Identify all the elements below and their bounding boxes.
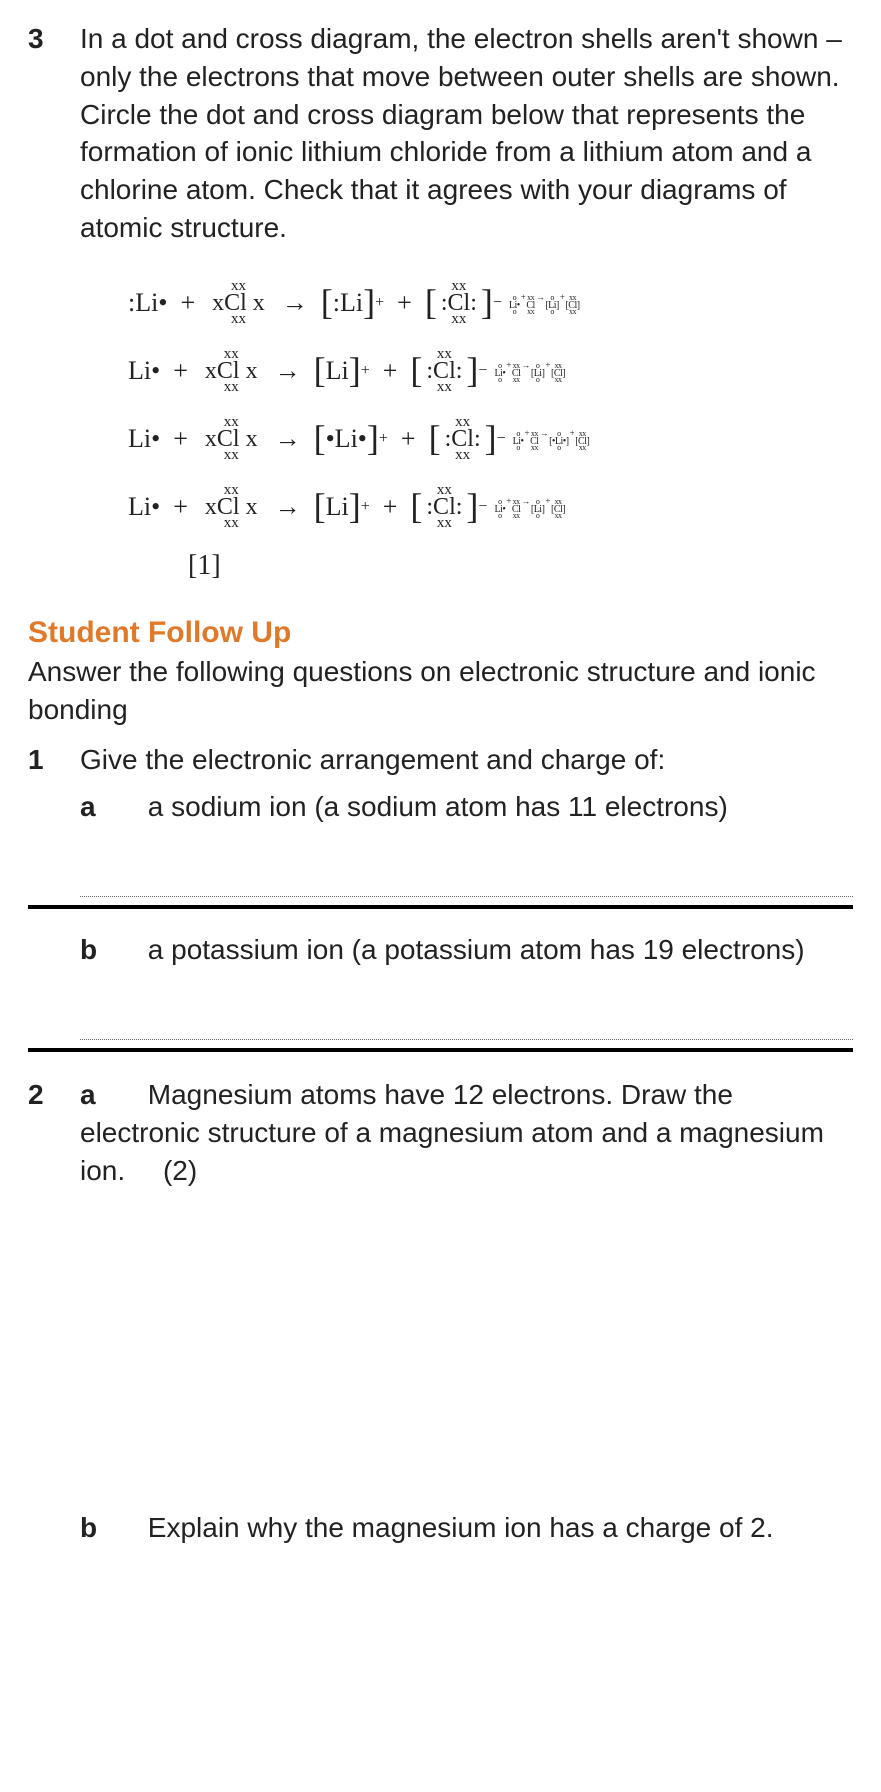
marks: [1]: [188, 547, 853, 585]
sub-label: b: [80, 931, 140, 969]
cl-ion: xx :Cl: xx: [441, 282, 477, 324]
sub-text: Explain why the magnesium ion has a char…: [148, 1512, 774, 1543]
cl-ion: xx :Cl: xx: [445, 418, 481, 460]
cl-atom: xx xCl x xx: [205, 418, 258, 460]
marks: (2): [163, 1155, 197, 1186]
dot-cross-diagrams: :Li• + xx xCl x xx → [ :Li ]+ + [ xx :Cl…: [128, 269, 853, 585]
answer-line: [80, 999, 853, 1040]
section-divider: [28, 1048, 853, 1052]
section-intro: Answer the following questions on electr…: [28, 653, 853, 729]
cl-atom: xx xCl x xx: [205, 486, 258, 528]
diagram-row-3: Li• + xx xCl x xx → [ •Li• ]+ + [ xx :Cl…: [128, 405, 853, 473]
tiny-equation: oLi•o+xxClxx→o[•Li•]o+xx[Cl]xx: [512, 427, 591, 450]
question-text: Give the electronic arrangement and char…: [80, 741, 853, 779]
sub-label: b: [80, 1509, 140, 1547]
tiny-equation: oLi•o+xxClxx→o[Li]o+xx[Cl]xx: [493, 495, 566, 518]
li-atom: Li•: [128, 353, 160, 388]
question-number: 2: [28, 1076, 80, 1189]
sub-label: a: [80, 1076, 140, 1114]
question-number: 1: [28, 741, 80, 779]
sub-text: a potassium ion (a potassium atom has 19…: [148, 934, 805, 965]
cl-atom: xx xCl x xx: [205, 350, 258, 392]
sub-text: a sodium ion (a sodium atom has 11 elect…: [148, 791, 728, 822]
li-atom: Li•: [128, 489, 160, 524]
cl-ion: xx :Cl: xx: [426, 350, 462, 392]
tiny-equation: oLi•o+xxClxx→o[Li]o+xx[Cl]xx: [508, 291, 581, 314]
question-1a: a a sodium ion (a sodium atom has 11 ele…: [80, 788, 853, 826]
question-1b: b a potassium ion (a potassium atom has …: [80, 931, 853, 969]
li-atom: Li•: [128, 421, 160, 456]
question-number: 3: [28, 20, 80, 247]
li-ion: Li: [326, 353, 349, 388]
cl-atom: xx xCl x xx: [212, 282, 265, 324]
li-ion: :Li: [333, 285, 363, 320]
li-ion: Li: [326, 489, 349, 524]
diagram-row-2: Li• + xx xCl x xx → [ Li ]+ + [ xx :Cl: …: [128, 337, 853, 405]
question-2a: a Magnesium atoms have 12 electrons. Dra…: [80, 1076, 853, 1189]
question-1: 1 Give the electronic arrangement and ch…: [28, 741, 853, 779]
tiny-equation: oLi•o+xxClxx→o[Li]o+xx[Cl]xx: [493, 359, 566, 382]
li-ion: •Li•: [326, 421, 367, 456]
section-divider: [28, 905, 853, 909]
cl-ion: xx :Cl: xx: [426, 486, 462, 528]
question-text: In a dot and cross diagram, the electron…: [80, 20, 853, 247]
li-atom: :Li•: [128, 285, 167, 320]
sub-label: a: [80, 788, 140, 826]
section-heading: Student Follow Up: [28, 613, 853, 654]
question-3: 3 In a dot and cross diagram, the electr…: [28, 20, 853, 247]
diagram-row-4: Li• + xx xCl x xx → [ Li ]+ + [ xx :Cl: …: [128, 473, 853, 541]
drawing-space: [28, 1189, 853, 1509]
question-2: 2 a Magnesium atoms have 12 electrons. D…: [28, 1076, 853, 1189]
diagram-row-1: :Li• + xx xCl x xx → [ :Li ]+ + [ xx :Cl…: [128, 269, 853, 337]
answer-line: [80, 856, 853, 897]
question-2b: b Explain why the magnesium ion has a ch…: [80, 1509, 853, 1547]
